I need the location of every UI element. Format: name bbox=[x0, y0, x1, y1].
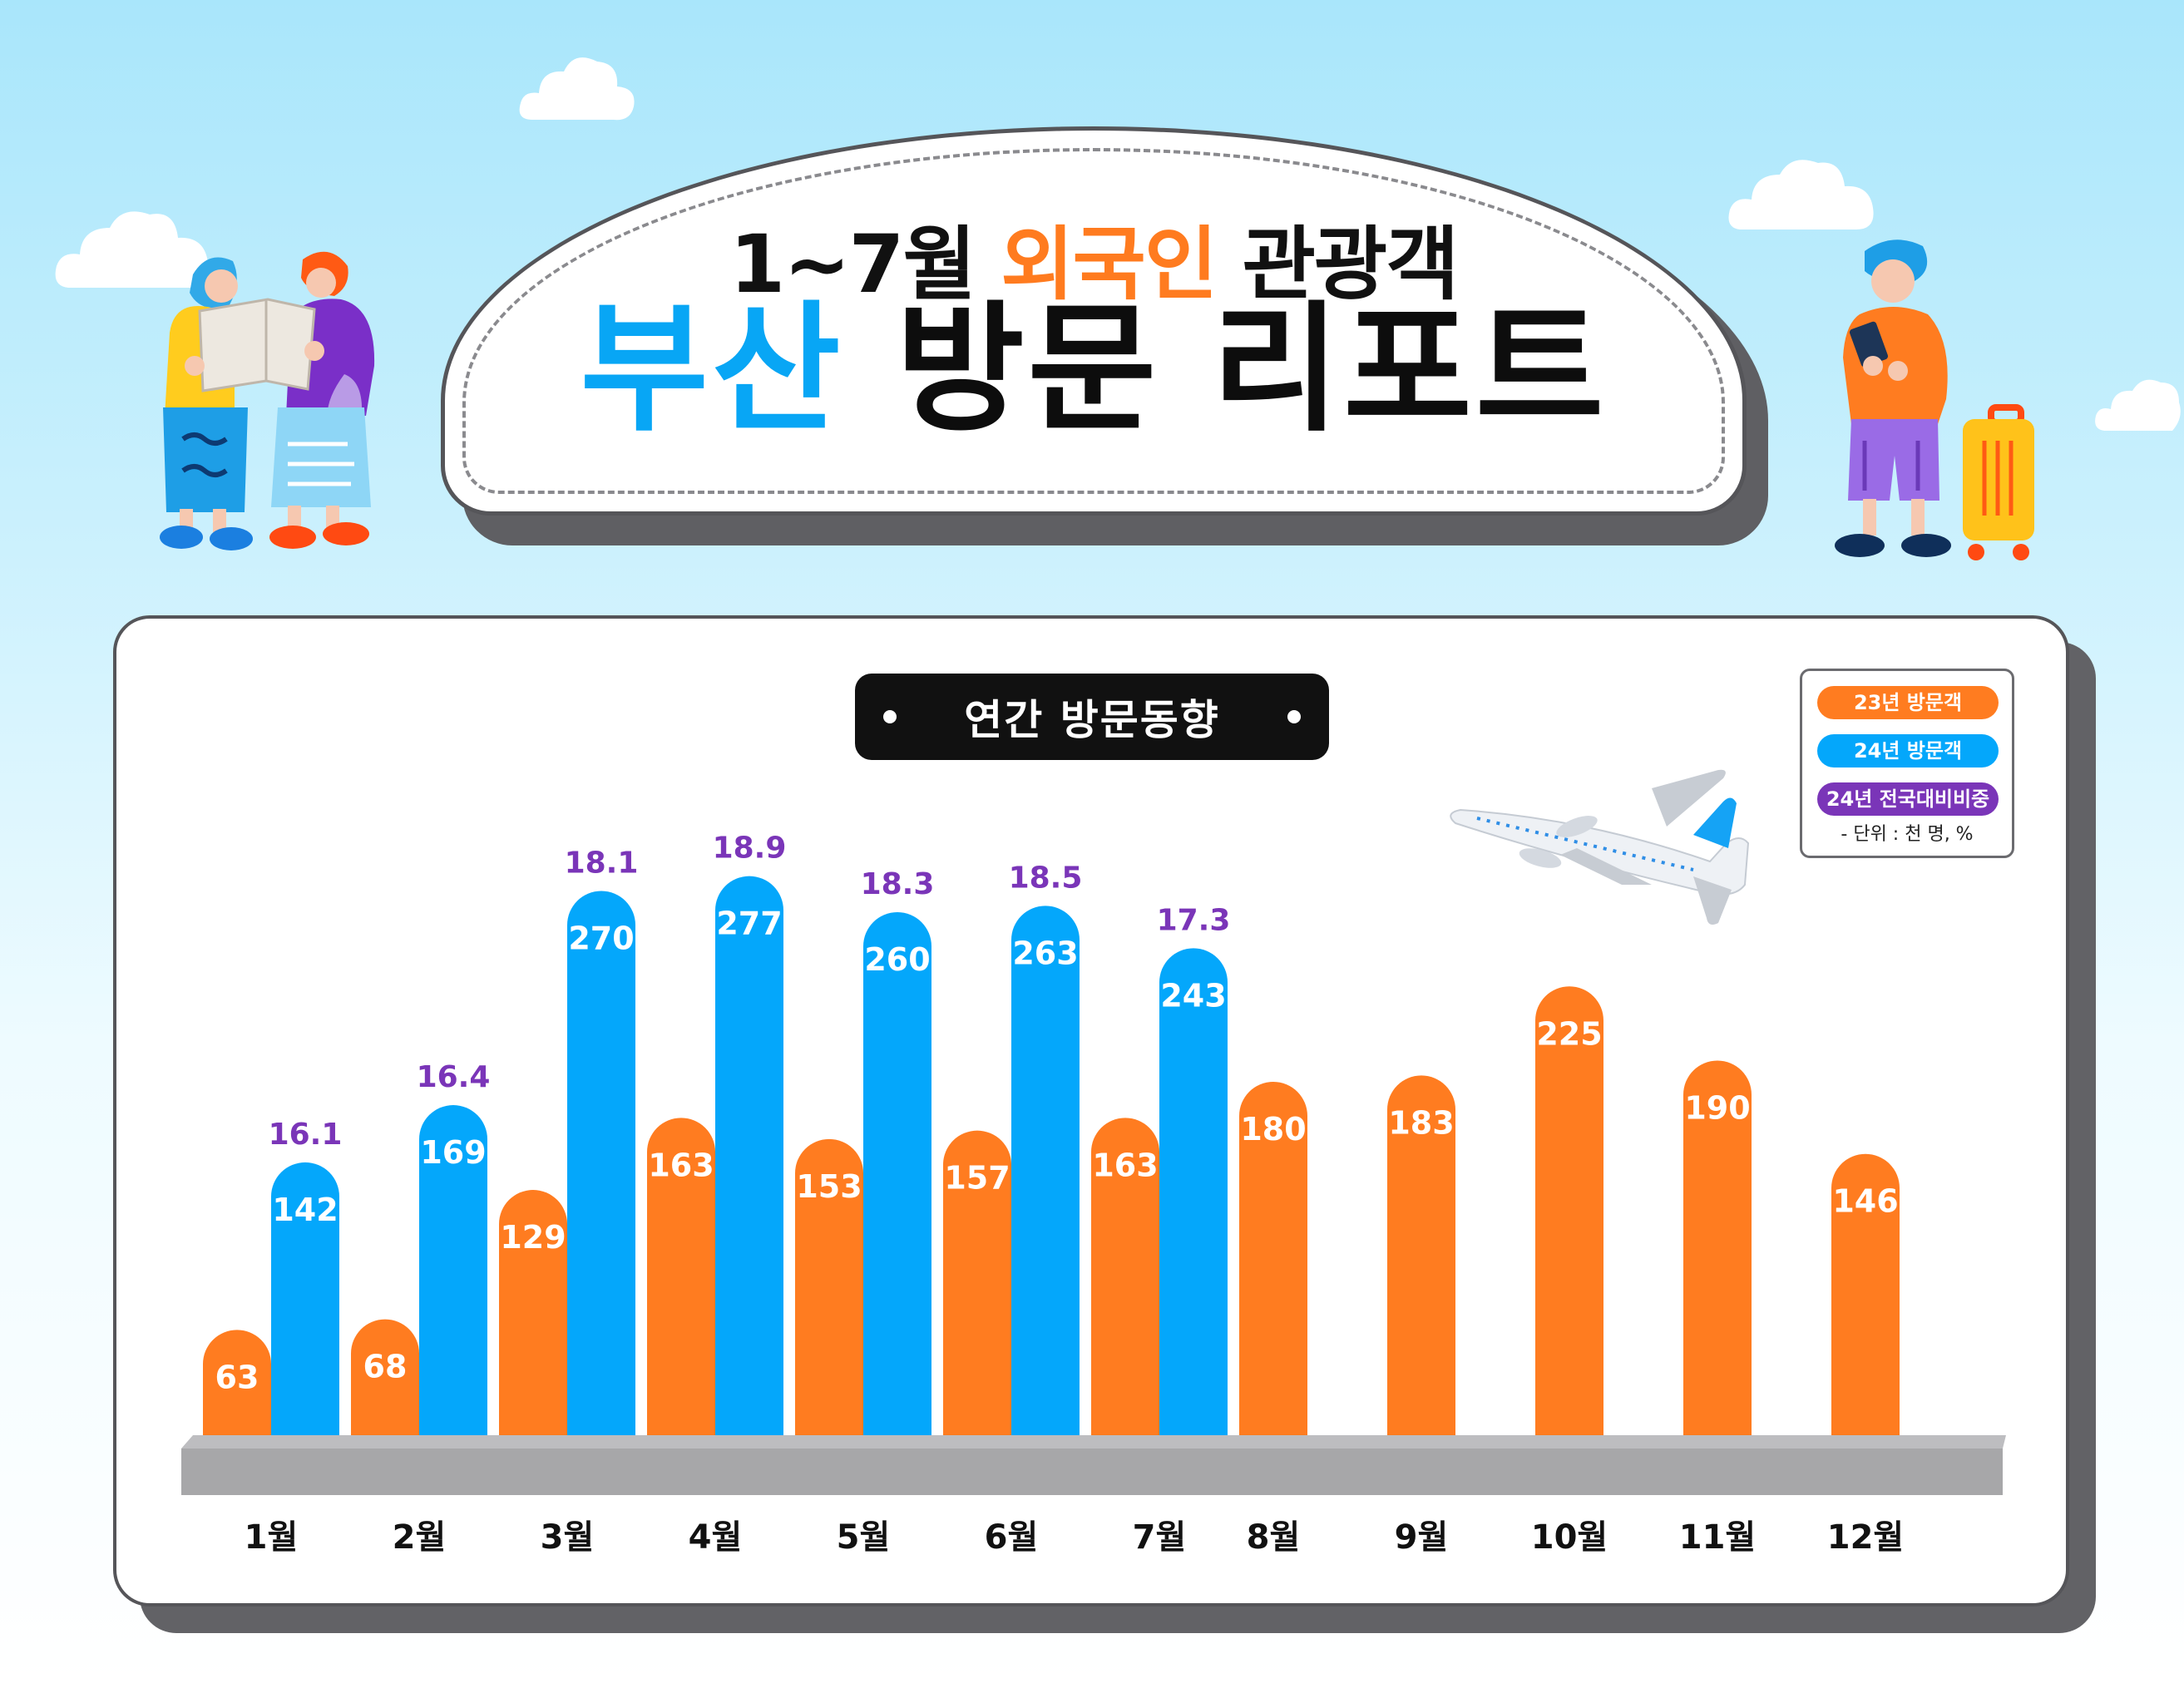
data-label-2023: 157 bbox=[944, 1160, 1010, 1197]
bar-2023 bbox=[1535, 986, 1603, 1463]
title-main: 방문 리포트 bbox=[843, 288, 1608, 451]
data-label-2023: 68 bbox=[363, 1349, 408, 1385]
chart-baseline-top bbox=[181, 1435, 2006, 1449]
airplane-icon bbox=[1450, 769, 1750, 925]
title-prefix: 1~7월 bbox=[729, 218, 1001, 311]
data-label-2023: 163 bbox=[1092, 1147, 1158, 1183]
bar-2023 bbox=[1683, 1060, 1752, 1463]
bar-2023 bbox=[1387, 1075, 1455, 1463]
data-label-2023: 153 bbox=[796, 1168, 862, 1205]
data-label-2023: 180 bbox=[1240, 1111, 1306, 1148]
bullet-icon bbox=[883, 710, 897, 723]
bar-2024 bbox=[419, 1105, 487, 1463]
data-label-2023: 190 bbox=[1684, 1090, 1750, 1127]
data-label-2023: 146 bbox=[1832, 1183, 1898, 1220]
legend-item-2023: 23년 방문객 bbox=[1817, 686, 1999, 719]
share-label: 18.5 bbox=[1009, 861, 1083, 895]
bar-2023 bbox=[499, 1190, 567, 1463]
data-label-2023: 63 bbox=[215, 1359, 259, 1395]
month-label: 10월 bbox=[1531, 1518, 1608, 1557]
month-label: 1월 bbox=[245, 1518, 299, 1557]
share-label: 16.4 bbox=[417, 1060, 491, 1094]
data-label-2024: 270 bbox=[568, 920, 634, 957]
bar-2024 bbox=[863, 912, 931, 1463]
bullet-icon bbox=[1287, 710, 1301, 723]
title-line-2: 부산 방문 리포트 bbox=[441, 299, 1747, 439]
cloud-icon bbox=[55, 211, 209, 288]
bar-2024 bbox=[1159, 948, 1228, 1463]
bar-2023 bbox=[203, 1330, 271, 1463]
month-label: 5월 bbox=[837, 1518, 891, 1557]
month-label: 2월 bbox=[393, 1518, 447, 1557]
bar-2023 bbox=[1091, 1118, 1159, 1463]
share-label: 17.3 bbox=[1157, 903, 1231, 937]
title-accent: 외국인 bbox=[1001, 218, 1218, 311]
title-city: 부산 bbox=[580, 288, 844, 451]
bar-2023 bbox=[1239, 1082, 1307, 1463]
travelers-with-map-illustration bbox=[160, 251, 375, 550]
month-label: 3월 bbox=[541, 1518, 595, 1557]
data-label-2024: 169 bbox=[420, 1134, 486, 1171]
bar-2023 bbox=[1831, 1153, 1900, 1463]
bar-2023 bbox=[647, 1118, 715, 1463]
title-suffix: 관광객 bbox=[1216, 218, 1460, 311]
share-label: 18.9 bbox=[713, 832, 787, 866]
data-label-2024: 142 bbox=[272, 1192, 338, 1228]
month-label: 7월 bbox=[1133, 1518, 1187, 1557]
share-label: 18.3 bbox=[861, 867, 935, 901]
data-label-2023: 163 bbox=[648, 1147, 714, 1183]
share-label: 16.1 bbox=[269, 1118, 343, 1152]
share-label: 18.1 bbox=[565, 846, 639, 881]
bar-2024 bbox=[714, 876, 783, 1463]
data-label-2023: 183 bbox=[1388, 1104, 1454, 1141]
cloud-icon bbox=[519, 57, 635, 121]
data-label-2024: 263 bbox=[1012, 935, 1078, 971]
bar-2023 bbox=[794, 1138, 863, 1463]
bar-2024 bbox=[1011, 906, 1080, 1463]
cloud-icon bbox=[1728, 160, 1874, 230]
legend-item-2024: 24년 방문객 bbox=[1817, 734, 1999, 767]
legend-item-share: 24년 전국대비비중 bbox=[1817, 782, 1999, 816]
month-label: 11월 bbox=[1679, 1518, 1756, 1557]
month-label: 4월 bbox=[689, 1518, 743, 1557]
month-label: 9월 bbox=[1395, 1518, 1449, 1557]
chart-legend: 23년 방문객 24년 방문객 24년 전국대비비중 - 단위 : 천 명, % bbox=[1800, 669, 2014, 858]
bar-2024 bbox=[271, 1162, 339, 1463]
traveler-with-suitcase-illustration bbox=[1835, 239, 2034, 560]
data-label-2024: 260 bbox=[864, 941, 930, 978]
title-line-1: 1~7월 외국인 관광객 bbox=[441, 200, 1747, 315]
month-label: 12월 bbox=[1827, 1518, 1904, 1557]
bar-2023 bbox=[943, 1130, 1011, 1463]
data-label-2023: 129 bbox=[500, 1219, 566, 1256]
month-label: 6월 bbox=[985, 1518, 1039, 1557]
cloud-icon bbox=[2095, 379, 2181, 431]
legend-unit: - 단위 : 천 명, % bbox=[1841, 824, 1974, 845]
data-label-2024: 277 bbox=[716, 906, 782, 942]
data-label-2024: 243 bbox=[1160, 977, 1226, 1014]
bar-2024 bbox=[567, 891, 635, 1463]
section-title: 연간 방문동향 bbox=[855, 674, 1329, 760]
data-label-2023: 225 bbox=[1536, 1015, 1602, 1052]
bar-2023 bbox=[351, 1319, 419, 1463]
chart-baseline bbox=[181, 1449, 2003, 1495]
section-title-text: 연간 방문동향 bbox=[964, 696, 1220, 744]
month-label: 8월 bbox=[1247, 1518, 1301, 1557]
